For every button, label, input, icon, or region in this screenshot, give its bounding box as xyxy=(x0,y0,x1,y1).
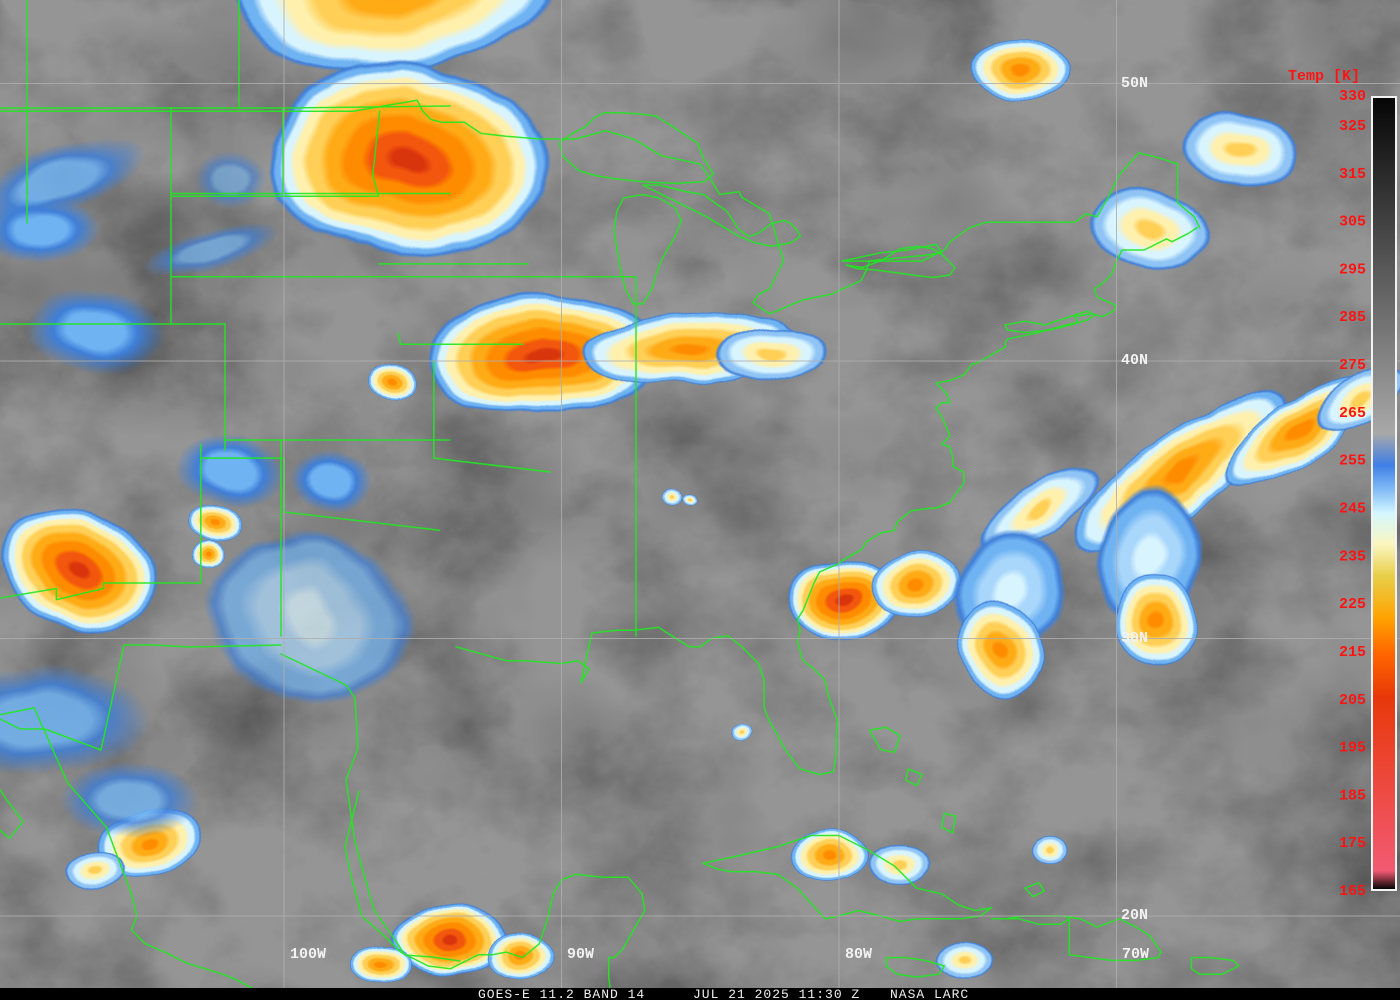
svg-text:NASA LARC: NASA LARC xyxy=(890,987,969,1000)
svg-text:JUL 21 2025 11:30 Z: JUL 21 2025 11:30 Z xyxy=(693,987,860,1000)
svg-text:GOES-E 11.2 BAND 14: GOES-E 11.2 BAND 14 xyxy=(478,987,645,1000)
